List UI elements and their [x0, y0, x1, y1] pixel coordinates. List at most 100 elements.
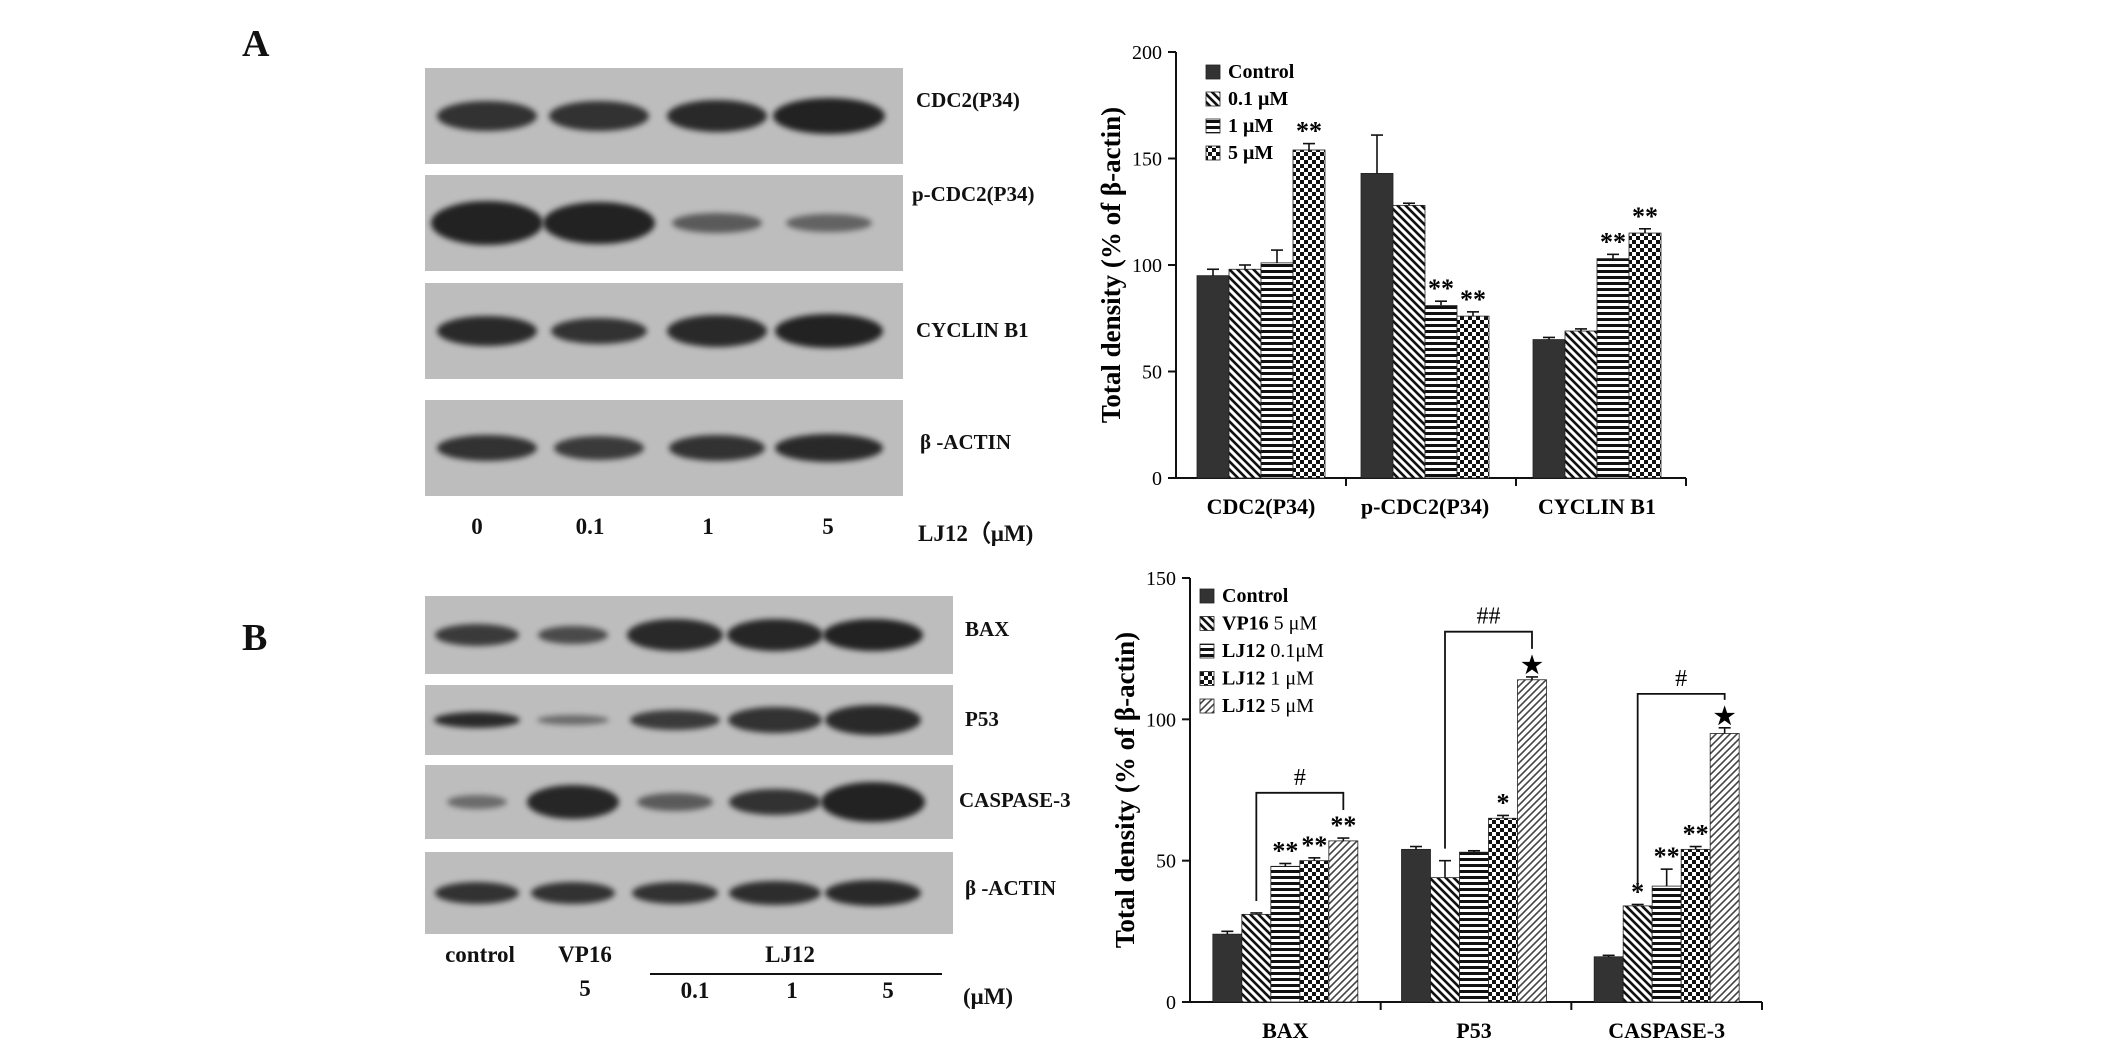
chart-b-legend-swatch — [1199, 643, 1215, 659]
chart-b-x-tick-label: CASPASE-3 — [1608, 1018, 1725, 1043]
chart-a-bar — [1292, 149, 1326, 479]
blot-a-lane-0: 0 — [471, 514, 483, 539]
chart-b-x-tick-label: P53 — [1456, 1018, 1491, 1043]
blot-a-label-cyclin: CYCLIN B1 — [916, 318, 1029, 342]
blot-a-lane-1: 0.1 — [575, 514, 605, 539]
blot-b-lane-control: control — [445, 942, 515, 967]
chart-b-y-tick-label: 50 — [1156, 851, 1176, 873]
chart-b-bar — [1401, 848, 1431, 1003]
blot-b-row-caspase — [425, 765, 953, 839]
blot-b-label-p53: P53 — [965, 707, 999, 731]
blot-band — [825, 880, 921, 906]
chart-b-bar — [1459, 851, 1489, 1003]
blot-a-row-actin — [425, 400, 903, 496]
blot-a-label-actin: β -ACTIN — [920, 430, 1011, 454]
chart-b-legend-swatch — [1199, 698, 1215, 714]
chart-a-significance-label: ** — [1632, 202, 1658, 231]
chart-b-y-tick-label: 100 — [1146, 709, 1176, 731]
blot-a-label-cdc2: CDC2(P34) — [916, 88, 1020, 112]
blot-band — [637, 793, 713, 811]
chart-a-bar — [1392, 204, 1426, 479]
blot-a-lane-3: 5 — [822, 514, 834, 539]
blot-a-row-p-cdc2 — [425, 175, 903, 271]
blot-band — [549, 101, 649, 131]
chart-b-significance-label: * — [1497, 788, 1510, 817]
chart-b-bar — [1430, 877, 1460, 1003]
blot-band — [431, 201, 543, 245]
blot-band — [437, 101, 537, 131]
blot-b-lane-vp16-dose: 5 — [579, 976, 591, 1001]
chart-b-bar — [1517, 679, 1547, 1003]
chart-a-bar — [1260, 262, 1294, 479]
chart-a-bar — [1456, 315, 1490, 479]
chart-a-x-tick-label: CDC2(P34) — [1207, 494, 1316, 519]
chart-b-bar — [1241, 913, 1272, 1003]
blot-band — [630, 710, 720, 730]
blot-b-unit: (μM) — [963, 984, 1014, 1009]
blot-b-lane-vp16: VP16 — [558, 942, 612, 967]
chart-b-y-tick-label: 0 — [1166, 992, 1176, 1014]
blot-b-lane-0-1: 0.1 — [680, 978, 710, 1003]
chart-a-bar — [1564, 330, 1598, 479]
chart-a-bar — [1596, 258, 1630, 479]
blot-band — [531, 882, 615, 904]
blot-band — [667, 100, 767, 132]
chart-b-x-tick-label: BAX — [1262, 1018, 1309, 1043]
chart-b-significance-label: ** — [1330, 811, 1356, 840]
chart-b-legend-swatch — [1199, 671, 1215, 686]
chart-a-legend-entry: 5 μM — [1228, 142, 1273, 164]
chart-a-x-tick-label: p-CDC2(P34) — [1361, 494, 1489, 519]
chart-b-legend-swatch — [1199, 588, 1215, 604]
chart-b-significance-label: ** — [1654, 842, 1680, 871]
blot-band — [775, 434, 883, 462]
blot-band — [728, 707, 822, 733]
blot-band — [537, 715, 609, 725]
blot-band — [729, 881, 821, 905]
blot-band — [632, 882, 718, 904]
blot-band — [821, 782, 925, 822]
chart-b-comparison-bracket — [1255, 791, 1345, 901]
chart-a-y-tick-label: 200 — [1132, 42, 1162, 64]
chart-a-y-tick-label: 0 — [1152, 468, 1162, 490]
blot-b-row-bax — [425, 596, 953, 674]
chart-a-legend-swatch — [1205, 91, 1221, 107]
chart-b-significance-label: ** — [1683, 820, 1709, 849]
blot-b-lane-1: 1 — [786, 978, 798, 1003]
chart-a-legend-entry: 0.1 μM — [1228, 88, 1288, 110]
blot-band — [727, 619, 823, 651]
chart-a-legend-entry: 1 μM — [1228, 115, 1273, 137]
chart-b-bar — [1488, 817, 1518, 1003]
blot-band — [437, 435, 537, 461]
chart-b-bar — [1680, 848, 1711, 1003]
chart-b-comparison-bracket — [1636, 692, 1726, 893]
panel-letter-b: B — [242, 617, 268, 659]
chart-b-bar — [1270, 865, 1301, 1003]
blot-b-row-actin — [425, 852, 953, 934]
chart-a-bar — [1628, 232, 1662, 479]
chart-b-comparison-label: ## — [1477, 604, 1501, 630]
blot-band — [435, 882, 519, 904]
blot-band — [551, 318, 647, 344]
chart-a-legend-entry: Control — [1228, 61, 1295, 83]
blot-band — [672, 213, 762, 233]
blot-b-group-line — [650, 973, 942, 975]
chart-b-comparison-label: # — [1294, 765, 1306, 791]
chart-a-significance-label: ** — [1296, 117, 1322, 146]
blot-band — [627, 619, 723, 651]
chart-a-bar — [1196, 275, 1230, 479]
panel-letter-a: A — [242, 23, 270, 65]
blot-band — [447, 795, 507, 809]
chart-b-comparison-bracket — [1444, 630, 1533, 849]
blot-band — [554, 436, 644, 460]
chart-b-legend-entry: LJ12 5 μM — [1222, 695, 1314, 717]
chart-b-significance-label: ★ — [1714, 704, 1736, 730]
chart-b-legend-swatch — [1199, 616, 1215, 631]
chart-a-significance-label: ** — [1460, 285, 1486, 314]
chart-b-significance-label: ★ — [1521, 653, 1543, 679]
blot-b-label-caspase: CASPASE-3 — [959, 788, 1071, 812]
chart-b-legend-entry: Control — [1222, 585, 1289, 607]
blot-band — [669, 435, 765, 461]
chart-a-legend-swatch — [1205, 118, 1221, 134]
blot-band — [775, 314, 883, 348]
chart-b-bar — [1709, 733, 1740, 1003]
